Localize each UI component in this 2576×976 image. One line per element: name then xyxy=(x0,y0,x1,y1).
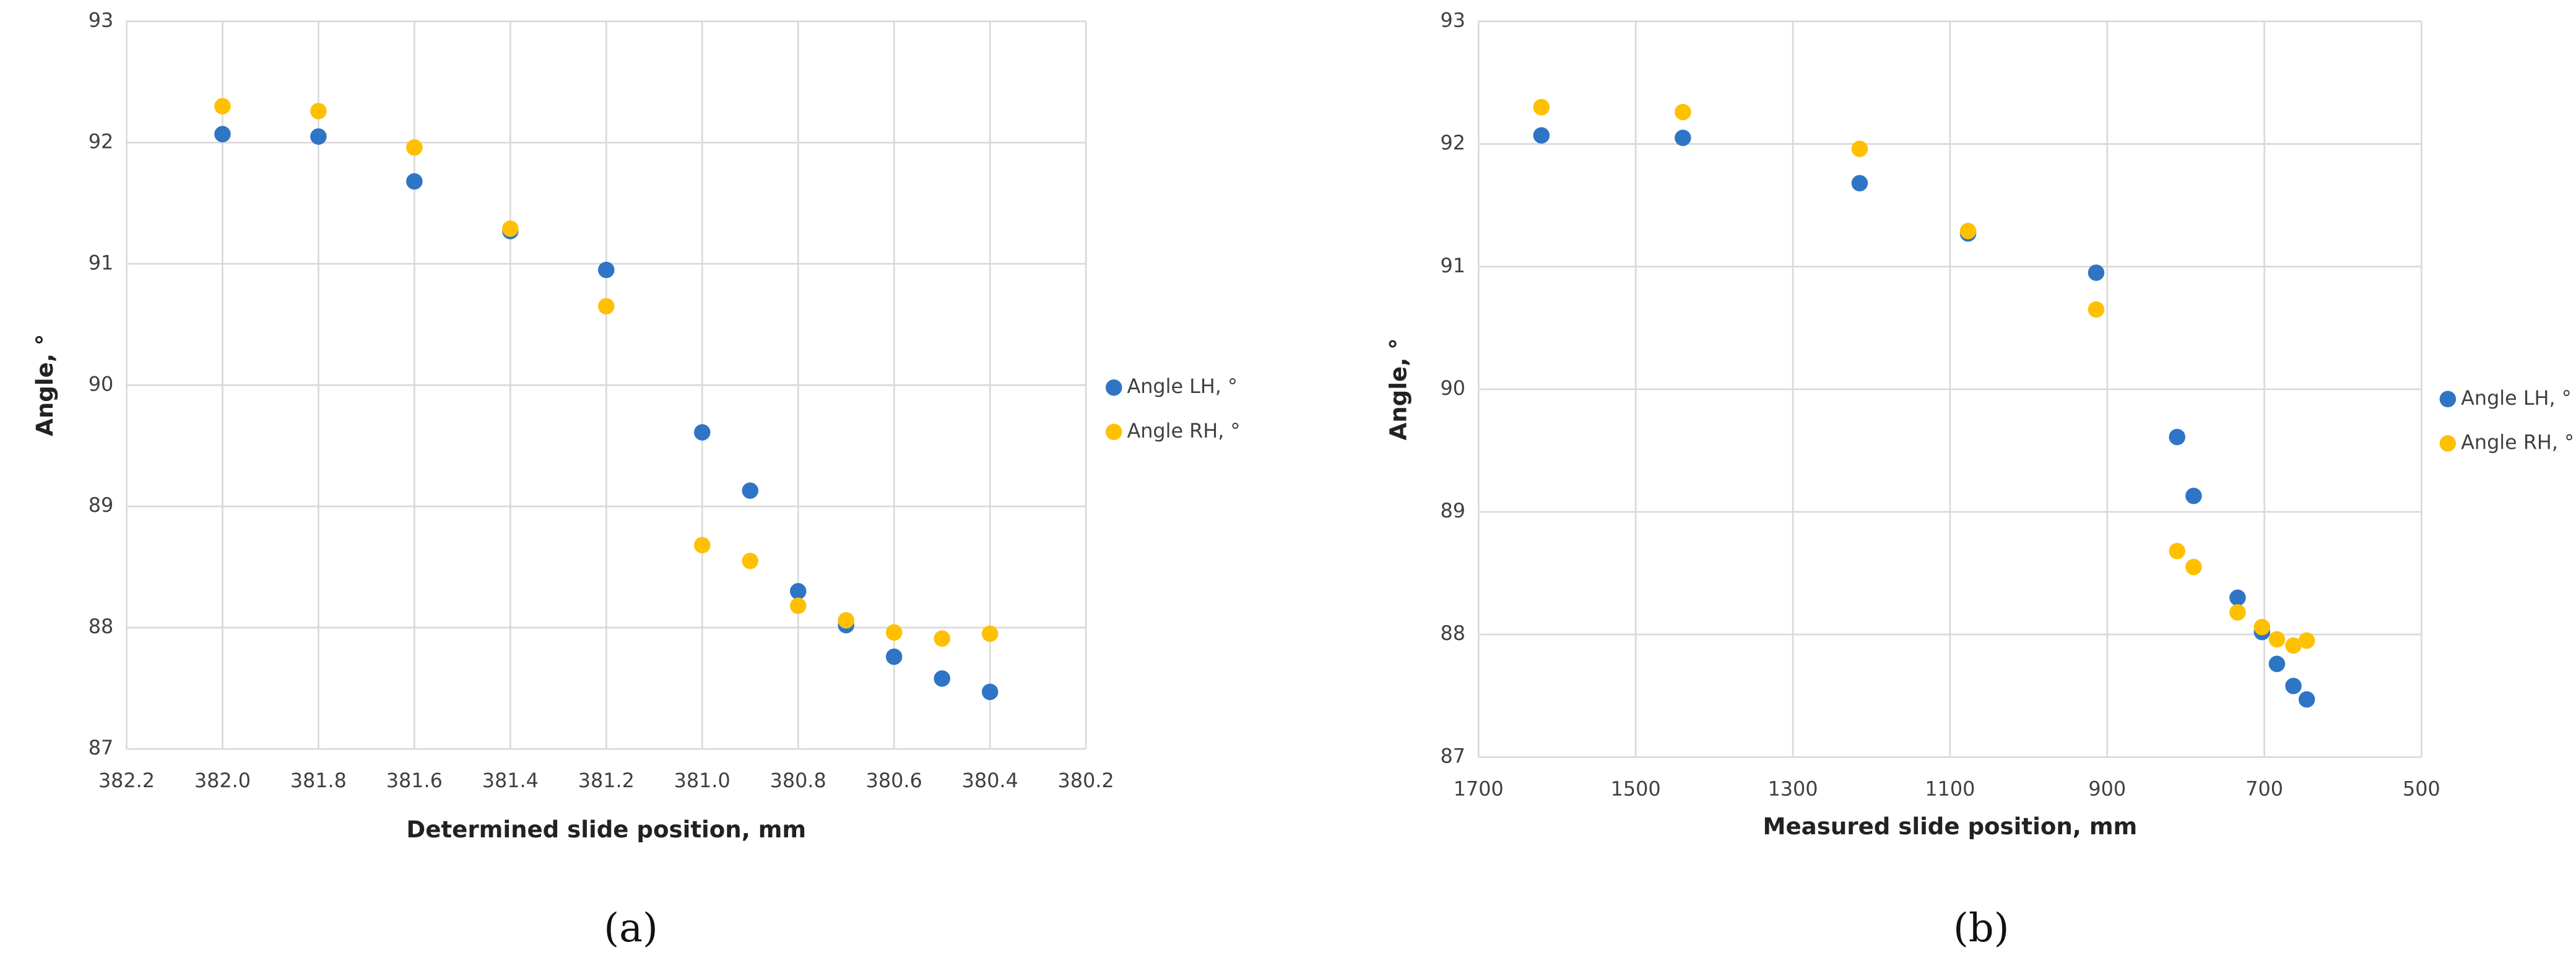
point xyxy=(310,103,327,119)
legend-label: Angle LH, ° xyxy=(2461,386,2572,410)
point xyxy=(214,98,231,114)
x-tick-label: 381.2 xyxy=(578,769,635,792)
point xyxy=(2229,604,2246,621)
point xyxy=(934,630,950,647)
y-tick-label: 93 xyxy=(1441,8,1466,32)
point xyxy=(1675,129,1691,146)
legend-marker xyxy=(2439,391,2457,408)
point xyxy=(838,612,854,629)
point xyxy=(2268,631,2286,648)
point xyxy=(981,625,999,642)
x-tick-label: 1500 xyxy=(1611,777,1661,800)
y-tick-label: 92 xyxy=(89,129,114,153)
x-tick-label: 380.4 xyxy=(962,769,1018,792)
point xyxy=(885,648,903,665)
caption: (a) xyxy=(604,905,658,951)
x-tick-label: 500 xyxy=(2403,777,2440,800)
x-tick-label: 1100 xyxy=(1925,777,1975,800)
legend-marker xyxy=(2439,435,2457,452)
legend-marker xyxy=(1105,379,1122,396)
x-tick-label: 381.0 xyxy=(674,769,731,792)
y-tick-label: 93 xyxy=(89,8,114,32)
point xyxy=(2229,589,2246,606)
legend-label: Angle RH, ° xyxy=(1127,419,1240,443)
point xyxy=(742,553,758,569)
x-tick-label: 381.6 xyxy=(386,769,443,792)
point xyxy=(598,298,615,315)
point xyxy=(2185,487,2202,504)
point xyxy=(2298,691,2315,708)
x-tick-label: 380.8 xyxy=(770,769,826,792)
y-tick-label: 88 xyxy=(89,615,114,638)
point xyxy=(2185,558,2202,576)
point xyxy=(2169,428,2185,446)
y-tick-label: 90 xyxy=(89,372,114,395)
y-tick-label: 92 xyxy=(1441,131,1466,155)
point xyxy=(2169,543,2185,559)
point xyxy=(214,126,231,142)
point xyxy=(2088,301,2105,318)
point xyxy=(1959,223,1977,240)
y-tick-label: 87 xyxy=(89,736,114,759)
x-tick-label: 382.2 xyxy=(98,769,155,792)
point xyxy=(1533,127,1550,144)
point xyxy=(1851,175,1868,192)
point xyxy=(742,482,758,499)
point xyxy=(598,261,615,279)
point xyxy=(693,424,711,441)
caption: (b) xyxy=(1953,905,2009,951)
point xyxy=(934,670,950,687)
point xyxy=(406,173,423,190)
point xyxy=(1851,140,1868,157)
y-tick-label: 87 xyxy=(1441,744,1466,767)
point xyxy=(2088,264,2105,281)
point xyxy=(2253,618,2271,636)
legend-label: Angle RH, ° xyxy=(2461,430,2574,454)
point xyxy=(885,624,903,641)
point xyxy=(2285,678,2302,694)
x-tick-label: 381.8 xyxy=(290,769,347,792)
legend-label: Angle LH, ° xyxy=(1127,374,1238,398)
x-tick-label: 1300 xyxy=(1768,777,1818,800)
x-tick-label: 382.0 xyxy=(194,769,251,792)
point xyxy=(310,128,327,145)
point xyxy=(693,537,711,554)
point xyxy=(981,683,999,701)
point xyxy=(406,139,423,156)
point xyxy=(2285,637,2302,654)
y-tick-label: 90 xyxy=(1441,376,1466,400)
x-tick-label: 1700 xyxy=(1454,777,1504,800)
point xyxy=(2298,632,2315,649)
point xyxy=(789,583,807,600)
x-tick-label: 380.2 xyxy=(1058,769,1114,792)
x-axis-title: Determined slide position, mm xyxy=(406,816,806,843)
legend-marker xyxy=(1105,423,1122,441)
point xyxy=(789,597,807,615)
x-tick-label: 380.6 xyxy=(866,769,922,792)
y-axis-title: Angle, ° xyxy=(1385,338,1412,440)
y-tick-label: 89 xyxy=(1441,499,1466,522)
x-tick-label: 900 xyxy=(2088,777,2126,800)
point xyxy=(502,220,519,237)
y-axis-title: Angle, ° xyxy=(32,334,58,436)
point xyxy=(1675,103,1691,121)
y-tick-label: 88 xyxy=(1441,621,1466,645)
x-axis-title: Measured slide position, mm xyxy=(1763,813,2138,840)
y-tick-label: 91 xyxy=(89,251,114,274)
y-tick-label: 89 xyxy=(89,493,114,517)
point xyxy=(2268,655,2286,672)
point xyxy=(1533,98,1550,116)
y-tick-label: 91 xyxy=(1441,254,1466,277)
x-tick-label: 700 xyxy=(2245,777,2283,800)
x-tick-label: 381.4 xyxy=(482,769,539,792)
